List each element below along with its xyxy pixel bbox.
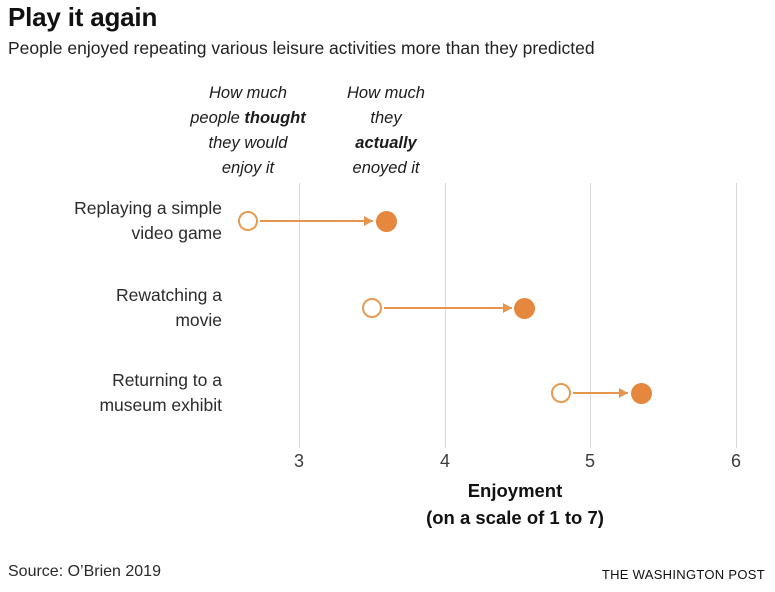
source-note: Source: O’Brien 2019 bbox=[8, 563, 161, 580]
category-label: Replaying a simple video game bbox=[0, 196, 222, 246]
category-label-line: Rewatching a bbox=[115, 285, 222, 305]
predicted-marker bbox=[362, 298, 382, 318]
column-header-actual: How much they actually enoyed it bbox=[281, 81, 491, 181]
category-label-line: Returning to a bbox=[112, 370, 222, 390]
category-label: Rewatching a movie bbox=[0, 283, 222, 333]
arrow-head bbox=[619, 388, 628, 398]
x-tick-label: 5 bbox=[584, 451, 595, 471]
arrow-shaft bbox=[260, 220, 373, 222]
x-axis-title: Enjoyment (on a scale of 1 to 7) bbox=[315, 477, 715, 531]
category-label: Returning to a museum exhibit bbox=[0, 368, 222, 418]
publisher-credit: THE WASHINGTON POST bbox=[601, 567, 765, 582]
grid-line bbox=[736, 183, 737, 448]
column-header-line: How much bbox=[347, 84, 425, 102]
column-header-line: actually bbox=[355, 134, 417, 152]
column-header-line: they bbox=[370, 109, 402, 127]
arrow-shaft bbox=[384, 307, 512, 309]
predicted-marker bbox=[238, 211, 258, 231]
column-header-line: enoyed it bbox=[352, 159, 420, 177]
grid-line bbox=[445, 183, 446, 448]
predicted-marker bbox=[551, 383, 571, 403]
x-axis-sublabel: (on a scale of 1 to 7) bbox=[426, 507, 604, 528]
x-tick-label: 4 bbox=[439, 451, 450, 471]
x-tick-label: 3 bbox=[293, 451, 304, 471]
column-header-line: they would bbox=[208, 134, 288, 152]
arrow-head bbox=[364, 216, 373, 226]
actual-marker bbox=[376, 211, 397, 232]
column-header-line: How much bbox=[209, 84, 287, 102]
arrow-shaft bbox=[573, 392, 628, 394]
grid-line bbox=[590, 183, 591, 448]
category-label-line: video game bbox=[131, 223, 222, 243]
chart-subtitle: People enjoyed repeating various leisure… bbox=[8, 38, 595, 58]
column-header-line: people thought bbox=[190, 109, 306, 127]
category-label-line: movie bbox=[175, 310, 222, 330]
category-label-line: Replaying a simple bbox=[74, 198, 222, 218]
x-tick-label: 6 bbox=[730, 451, 741, 471]
actual-marker bbox=[631, 383, 652, 404]
column-header-predicted: How much people thought they would enjoy it bbox=[143, 81, 353, 181]
grid-line bbox=[299, 183, 300, 448]
chart-title: Play it again bbox=[8, 2, 158, 32]
arrow-head bbox=[503, 303, 512, 313]
actual-marker bbox=[514, 298, 535, 319]
x-axis-label: Enjoyment bbox=[467, 480, 563, 501]
category-label-line: museum exhibit bbox=[99, 395, 222, 415]
column-header-line: enjoy it bbox=[221, 159, 275, 177]
